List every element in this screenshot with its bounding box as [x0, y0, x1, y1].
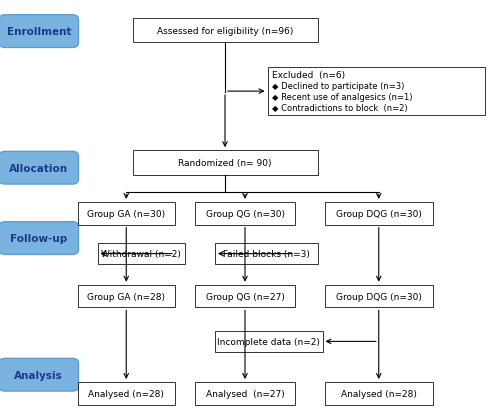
Text: Allocation: Allocation — [9, 163, 68, 173]
Text: ◆ Recent use of analgesics (n=1): ◆ Recent use of analgesics (n=1) — [272, 93, 412, 102]
FancyBboxPatch shape — [195, 382, 295, 405]
Text: Group GA (n=30): Group GA (n=30) — [87, 209, 166, 218]
Text: Withdrawal (n=2): Withdrawal (n=2) — [102, 249, 181, 259]
Text: Incomplete data (n=2): Incomplete data (n=2) — [218, 337, 320, 346]
FancyBboxPatch shape — [78, 382, 175, 405]
FancyBboxPatch shape — [325, 285, 432, 308]
FancyBboxPatch shape — [215, 331, 322, 352]
FancyBboxPatch shape — [78, 285, 175, 308]
Text: Failed blocks (n=3): Failed blocks (n=3) — [223, 249, 310, 259]
Text: Analysed  (n=27): Analysed (n=27) — [206, 389, 284, 398]
FancyBboxPatch shape — [325, 382, 432, 405]
FancyBboxPatch shape — [268, 68, 485, 116]
Text: Enrollment: Enrollment — [6, 27, 71, 37]
Text: Follow-up: Follow-up — [10, 233, 68, 244]
Text: ◆ Declined to participate (n=3): ◆ Declined to participate (n=3) — [272, 82, 404, 91]
Text: Group GA (n=28): Group GA (n=28) — [88, 292, 165, 301]
Text: Excluded  (n=6): Excluded (n=6) — [272, 71, 344, 80]
Text: Group DQG (n=30): Group DQG (n=30) — [336, 292, 422, 301]
Text: Assessed for eligibility (n=96): Assessed for eligibility (n=96) — [157, 26, 293, 36]
FancyBboxPatch shape — [132, 19, 318, 43]
Text: Analysed (n=28): Analysed (n=28) — [88, 389, 164, 398]
Text: Group QG (n=27): Group QG (n=27) — [206, 292, 284, 301]
FancyBboxPatch shape — [215, 244, 318, 264]
FancyBboxPatch shape — [0, 16, 78, 48]
FancyBboxPatch shape — [98, 244, 185, 264]
Text: Group DQG (n=30): Group DQG (n=30) — [336, 209, 422, 218]
Text: Analysis: Analysis — [14, 370, 63, 380]
FancyBboxPatch shape — [195, 202, 295, 225]
FancyBboxPatch shape — [0, 152, 78, 185]
FancyBboxPatch shape — [132, 151, 318, 176]
FancyBboxPatch shape — [0, 222, 78, 255]
Text: Group QG (n=30): Group QG (n=30) — [206, 209, 284, 218]
FancyBboxPatch shape — [325, 202, 432, 225]
Text: Analysed (n=28): Analysed (n=28) — [341, 389, 416, 398]
FancyBboxPatch shape — [0, 358, 78, 391]
Text: Randomized (n= 90): Randomized (n= 90) — [178, 159, 272, 168]
FancyBboxPatch shape — [78, 202, 175, 225]
Text: ◆ Contradictions to block  (n=2): ◆ Contradictions to block (n=2) — [272, 104, 407, 113]
FancyBboxPatch shape — [195, 285, 295, 308]
